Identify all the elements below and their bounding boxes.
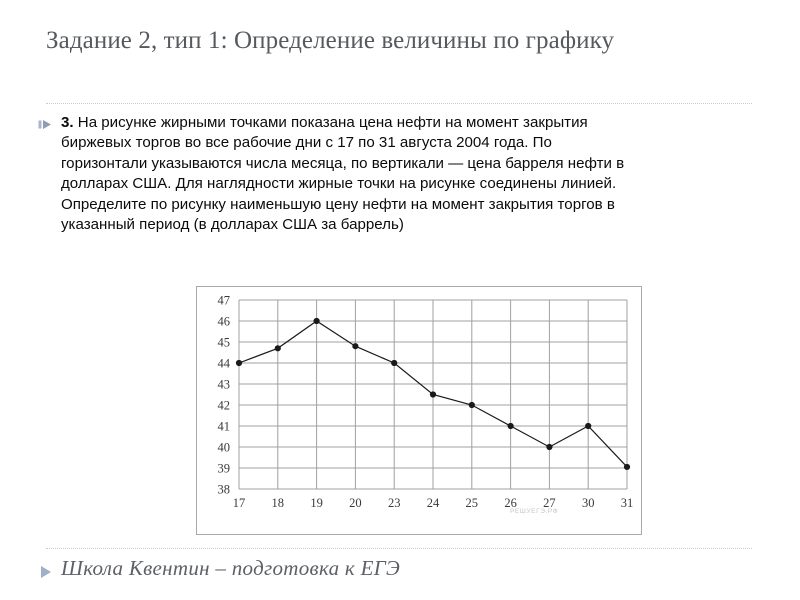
question-block: 3. На рисунке жирными точками показана ц… <box>38 113 638 236</box>
question-number: 3. <box>61 114 74 131</box>
oil-price-chart: 38 39 40 41 42 43 44 45 46 47 17 18 19 20 23 24 25 26 27 3… <box>196 286 642 535</box>
chart-plot-area: 38 39 40 41 42 43 44 45 46 47 17 18 19 20 23 24 25 26 27 3… <box>218 294 634 511</box>
svg-text:18: 18 <box>272 496 285 510</box>
chart-data-points <box>235 317 631 471</box>
chart-y-axis-labels: 38 39 40 41 42 43 44 45 46 47 <box>218 294 231 497</box>
svg-text:41: 41 <box>218 420 231 434</box>
triangle-bullet-icon <box>38 119 54 131</box>
svg-text:23: 23 <box>388 496 401 510</box>
svg-text:46: 46 <box>218 315 231 329</box>
svg-text:24: 24 <box>427 496 440 510</box>
svg-text:30: 30 <box>582 496 595 510</box>
svg-text:39: 39 <box>218 462 231 476</box>
svg-text:45: 45 <box>218 336 231 350</box>
svg-text:26: 26 <box>504 496 516 510</box>
svg-text:27: 27 <box>543 496 556 510</box>
footer-block: Школа Квентин – подготовка к ЕГЭ <box>38 556 400 581</box>
svg-text:40: 40 <box>218 441 231 455</box>
svg-text:19: 19 <box>310 496 323 510</box>
svg-text:25: 25 <box>466 496 479 510</box>
footer-divider <box>46 548 752 549</box>
chart-gridlines <box>238 299 628 490</box>
page-title: Задание 2, тип 1: Определение величины п… <box>46 27 615 54</box>
title-divider <box>46 103 752 104</box>
svg-text:43: 43 <box>218 378 231 392</box>
question-text-wrapper: 3. На рисунке жирными точками показана ц… <box>61 113 638 236</box>
svg-text:20: 20 <box>349 496 362 510</box>
svg-text:31: 31 <box>621 496 634 510</box>
svg-text:38: 38 <box>218 483 231 497</box>
footer-text: Школа Квентин – подготовка к ЕГЭ <box>61 556 401 580</box>
svg-text:17: 17 <box>233 496 246 510</box>
triangle-bullet-icon <box>38 565 54 579</box>
chart-x-axis-labels: 17 18 19 20 23 24 25 26 27 30 31 <box>233 496 634 510</box>
svg-text:44: 44 <box>218 357 231 371</box>
chart-watermark: РЕШУЕГЭ.РФ <box>510 508 559 515</box>
question-text: На рисунке жирными точками показана цена… <box>61 114 625 234</box>
svg-text:42: 42 <box>218 399 231 413</box>
svg-text:47: 47 <box>218 294 231 308</box>
